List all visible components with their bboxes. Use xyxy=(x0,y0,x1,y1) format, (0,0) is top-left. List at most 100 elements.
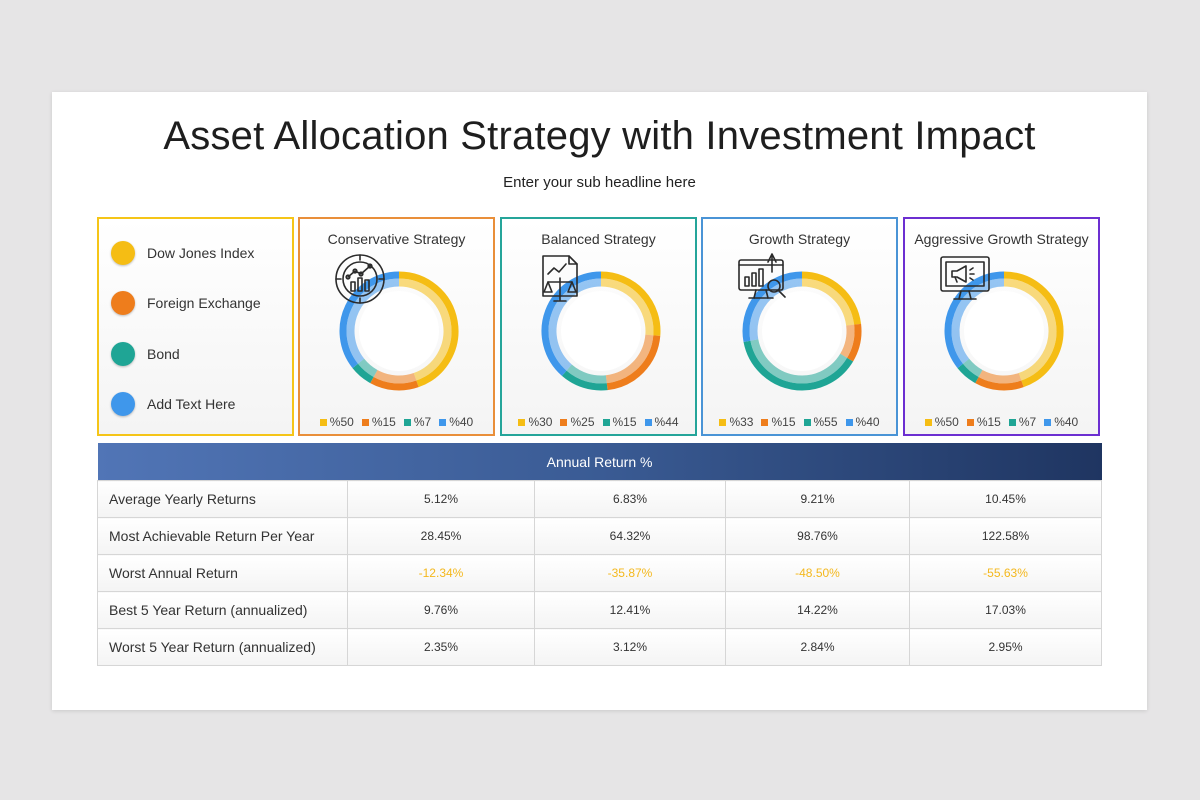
swatch xyxy=(439,418,447,426)
chart-magnifier-icon xyxy=(335,254,385,304)
legend-item-add-text: Add Text Here xyxy=(111,389,235,419)
donut-segment-foreign-exchange xyxy=(606,335,661,391)
percent-label: %15 xyxy=(371,415,396,429)
donut-center xyxy=(561,291,641,371)
percent-item: %25 xyxy=(560,415,595,429)
donut-segment-foreign-exchange xyxy=(370,376,419,391)
row-label: Worst Annual Return xyxy=(97,554,348,592)
percent-item: %40 xyxy=(1044,415,1078,429)
table-cell: 5.12% xyxy=(347,480,535,518)
donut-segment-foreign-exchange xyxy=(975,376,1024,391)
percent-item: %40 xyxy=(845,415,880,429)
percent-label: %15 xyxy=(771,415,796,429)
page-subtitle: Enter your sub headline here xyxy=(503,174,696,191)
table-cell: 14.22% xyxy=(725,591,910,629)
table-cell: 6.83% xyxy=(534,480,726,518)
donut-segment-foreign-exchange xyxy=(840,324,855,358)
donut-chart-balanced xyxy=(541,271,661,391)
percent-label: %44 xyxy=(654,415,679,429)
swatch xyxy=(319,418,327,426)
donut-segment-bond xyxy=(352,363,374,384)
table-cell: 2.95% xyxy=(908,628,1103,666)
percent-label: %25 xyxy=(570,415,595,429)
swatch xyxy=(602,418,610,426)
donut-segment-add-text xyxy=(541,271,602,376)
donut-segment-dow-jones xyxy=(398,278,452,381)
percent-label: %55 xyxy=(813,415,838,429)
percent-item: %44 xyxy=(644,415,679,429)
donut-segment-bond xyxy=(962,358,983,377)
percent-label: %7 xyxy=(1018,415,1037,429)
percent-label: %33 xyxy=(729,415,754,429)
legend-label: Foreign Exchange xyxy=(147,295,261,311)
table-cell-negative: -35.87% xyxy=(534,554,726,592)
swatch xyxy=(845,418,853,426)
donut-segment-dow-jones xyxy=(600,271,661,336)
percent-legend: %30 %25 %15 %44 xyxy=(502,415,695,429)
swatch xyxy=(803,418,811,426)
table-cell: 98.76% xyxy=(725,517,910,555)
table-cell: 28.45% xyxy=(347,517,535,555)
percent-item: %7 xyxy=(403,415,432,429)
page-title: Asset Allocation Strategy with Investmen… xyxy=(163,114,1036,158)
legend-dot-foreign-exchange xyxy=(111,291,135,315)
table-row: Best 5 Year Return (annualized) 9.76% 12… xyxy=(97,591,1103,629)
legend-item-foreign-exchange: Foreign Exchange xyxy=(111,288,261,318)
swatch xyxy=(719,418,727,426)
legend-item-dow-jones: Dow Jones Index xyxy=(111,238,254,268)
swatch xyxy=(560,418,568,426)
table-cell: 17.03% xyxy=(908,591,1103,629)
donut-segment-foreign-exchange xyxy=(373,369,417,384)
table-row: Average Yearly Returns 5.12% 6.83% 9.21%… xyxy=(97,480,1103,518)
table-cell-negative: -48.50% xyxy=(725,554,910,592)
donut-segment-dow-jones xyxy=(600,278,654,336)
table-row: Worst Annual Return -12.34% -35.87% -48.… xyxy=(97,554,1103,592)
donut-chart-aggressive-growth xyxy=(944,271,1064,391)
table-row: Worst 5 Year Return (annualized) 2.35% 3… xyxy=(97,628,1103,666)
swatch xyxy=(924,418,932,426)
donut-center xyxy=(359,291,439,371)
document-balance-scale-icon xyxy=(542,255,578,302)
percent-item: %50 xyxy=(319,415,354,429)
legend-dot-bond xyxy=(111,342,135,366)
donut-segment-bond xyxy=(561,370,608,391)
donut-segment-foreign-exchange xyxy=(605,334,654,384)
donut-segment-dow-jones xyxy=(801,278,855,326)
donut-segment-bond xyxy=(357,358,378,377)
row-label: Most Achievable Return Per Year xyxy=(97,517,348,555)
table-cell: 9.76% xyxy=(347,591,535,629)
donut-chart-conservative xyxy=(339,271,459,391)
percent-label: %7 xyxy=(413,415,432,429)
monitor-megaphone-icon xyxy=(940,256,990,300)
table-row: Most Achievable Return Per Year 28.45% 6… xyxy=(97,517,1103,555)
table-cell-negative: -12.34% xyxy=(347,554,535,592)
percent-label: %50 xyxy=(329,415,354,429)
legend-dot-add-text xyxy=(111,392,135,416)
donut-chart-growth xyxy=(742,271,862,391)
swatch xyxy=(403,418,411,426)
percent-label: %50 xyxy=(934,415,959,429)
donut-segment-foreign-exchange xyxy=(847,323,862,362)
percent-item: %30 xyxy=(518,415,552,429)
strategy-title: Aggressive Growth Strategy xyxy=(914,231,1089,247)
swatch xyxy=(361,418,369,426)
table-cell: 9.21% xyxy=(725,480,910,518)
table-header: Annual Return % xyxy=(97,443,1102,481)
row-label: Worst 5 Year Return (annualized) xyxy=(97,628,348,666)
swatch xyxy=(518,418,526,426)
table-cell: 2.35% xyxy=(347,628,535,666)
legend-label: Bond xyxy=(147,346,180,362)
percent-item: %15 xyxy=(602,415,637,429)
legend-item-bond: Bond xyxy=(111,339,180,369)
percent-label: %30 xyxy=(528,415,553,429)
table-cell: 64.32% xyxy=(534,517,726,555)
percent-item: %7 xyxy=(1008,415,1037,429)
donut-center xyxy=(762,291,842,371)
strategy-title: Growth Strategy xyxy=(748,231,851,247)
percent-legend: %33 %15 %55 %40 xyxy=(703,415,896,429)
monitor-analytics-icon xyxy=(738,253,786,299)
donut-segment-dow-jones xyxy=(398,271,459,388)
percent-label: %40 xyxy=(1054,415,1079,429)
table-cell: 2.84% xyxy=(725,628,910,666)
donut-segment-add-text xyxy=(749,278,803,341)
